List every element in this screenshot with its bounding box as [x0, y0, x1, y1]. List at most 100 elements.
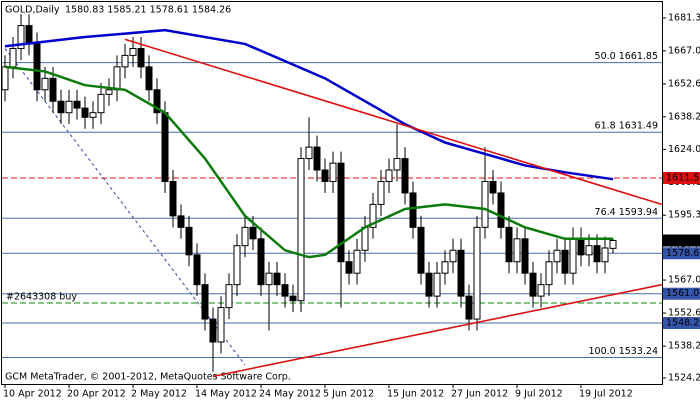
candle-body — [417, 226, 425, 274]
fib-label: 61.8 1631.49 — [595, 121, 658, 132]
candle-body — [537, 284, 545, 297]
price-tag: 1584.26 — [666, 235, 700, 246]
candle-body — [297, 158, 305, 302]
candle-body — [105, 89, 113, 95]
x-tick-label: 10 Apr 2012 — [3, 389, 62, 400]
candle-body — [321, 169, 329, 182]
trend-line — [212, 283, 662, 378]
candle-body — [161, 112, 169, 182]
candle-body — [393, 158, 401, 171]
fib-label: 50.0 1661.85 — [595, 51, 658, 62]
candle-body — [337, 162, 345, 263]
candle-body — [465, 295, 473, 320]
candle-body — [193, 254, 201, 286]
candle-body — [217, 307, 225, 343]
fib-label: 76.4 1593.94 — [595, 207, 658, 218]
candle-body — [473, 226, 481, 320]
candle-body — [249, 226, 257, 240]
price-tag: 1548.28 — [666, 317, 700, 328]
chart-subtitle: 1580.83 1585.21 1578.61 1584.26 — [65, 5, 231, 16]
candle-body — [273, 272, 281, 286]
candle-body — [289, 295, 297, 302]
x-tick-label: 2 May 2012 — [131, 389, 187, 400]
candle-body — [241, 226, 249, 247]
price-tag-box — [663, 287, 700, 300]
x-tick-label: 20 Apr 2012 — [67, 389, 126, 400]
candle-body — [593, 245, 601, 263]
candle-body — [489, 180, 497, 194]
candle-body — [497, 192, 505, 228]
order-label: #2643308 buy — [6, 291, 77, 302]
price-tag: 1578.69 — [666, 248, 700, 259]
candle-body — [145, 66, 153, 91]
candle-body — [433, 272, 441, 297]
y-tick-label: 1667.00 — [668, 45, 700, 56]
candle-body — [65, 100, 73, 114]
candle-body — [233, 245, 241, 286]
y-tick-label: 1538.20 — [668, 341, 700, 352]
candle-body — [577, 238, 585, 256]
price-tag-box — [663, 316, 700, 329]
candle-body — [529, 272, 537, 297]
candle-body — [353, 249, 361, 274]
candle-body — [177, 215, 185, 228]
y-tick-label: 1652.60 — [668, 78, 700, 89]
y-tick-label: 1624.00 — [668, 144, 700, 155]
candle-body — [609, 240, 617, 249]
candle-body — [329, 162, 337, 182]
y-tick-label: 1552.60 — [668, 308, 700, 319]
candle-body — [601, 247, 609, 263]
price-tag: 1561.05 — [666, 288, 700, 299]
moving-average — [4, 28, 614, 181]
candle-body — [41, 77, 49, 91]
candle-body — [137, 48, 145, 68]
x-tick-label: 15 Jun 2012 — [387, 389, 444, 400]
candle-body — [449, 249, 457, 263]
trend-line — [124, 38, 663, 206]
price-tag: 1611.52 — [666, 173, 700, 184]
y-tick-label: 1595.30 — [668, 210, 700, 221]
price-tag-box — [663, 247, 700, 260]
candle-body — [209, 318, 217, 343]
y-tick-label: 1524.29 — [668, 372, 700, 383]
candle-body — [81, 107, 89, 118]
x-tick-label: 19 Jul 2012 — [579, 389, 633, 400]
candle-body — [257, 238, 265, 286]
candle-body — [377, 180, 385, 205]
fib-label: 100.0 1533.24 — [588, 346, 658, 357]
candle-body — [425, 272, 433, 297]
candle-body — [97, 93, 105, 114]
candle-body — [513, 238, 521, 263]
candle-body — [361, 226, 369, 251]
candle-body — [225, 284, 233, 309]
x-tick-label: 5 Jun 2012 — [323, 389, 374, 400]
y-tick-label: 1567.00 — [668, 275, 700, 286]
candle-body — [561, 249, 569, 274]
candle-body — [585, 245, 593, 256]
candle-body — [201, 284, 209, 320]
candle-body — [385, 169, 393, 182]
candle-body — [545, 261, 553, 286]
candle-body — [49, 77, 57, 102]
candle-body — [569, 238, 577, 274]
candle-body — [553, 249, 561, 263]
candle-body — [265, 272, 273, 286]
y-tick-label: 1638.20 — [668, 111, 700, 122]
candle-body — [305, 146, 313, 160]
candle-body — [33, 43, 41, 91]
candle-body — [57, 100, 65, 114]
candle-body — [281, 284, 289, 297]
candle-body — [185, 226, 193, 256]
candle-body — [369, 203, 377, 228]
candle-body — [113, 66, 121, 91]
candle-body — [121, 54, 129, 68]
candle-body — [1, 66, 9, 91]
price-tag-box — [663, 234, 700, 247]
candle-body — [89, 112, 97, 118]
candle-body — [169, 180, 177, 217]
plot-frame — [1, 1, 663, 385]
footer: GCM MetaTrader, © 2001-2012, MetaQuotes … — [5, 372, 291, 383]
candle-body — [313, 146, 321, 171]
candle-body — [345, 261, 353, 274]
